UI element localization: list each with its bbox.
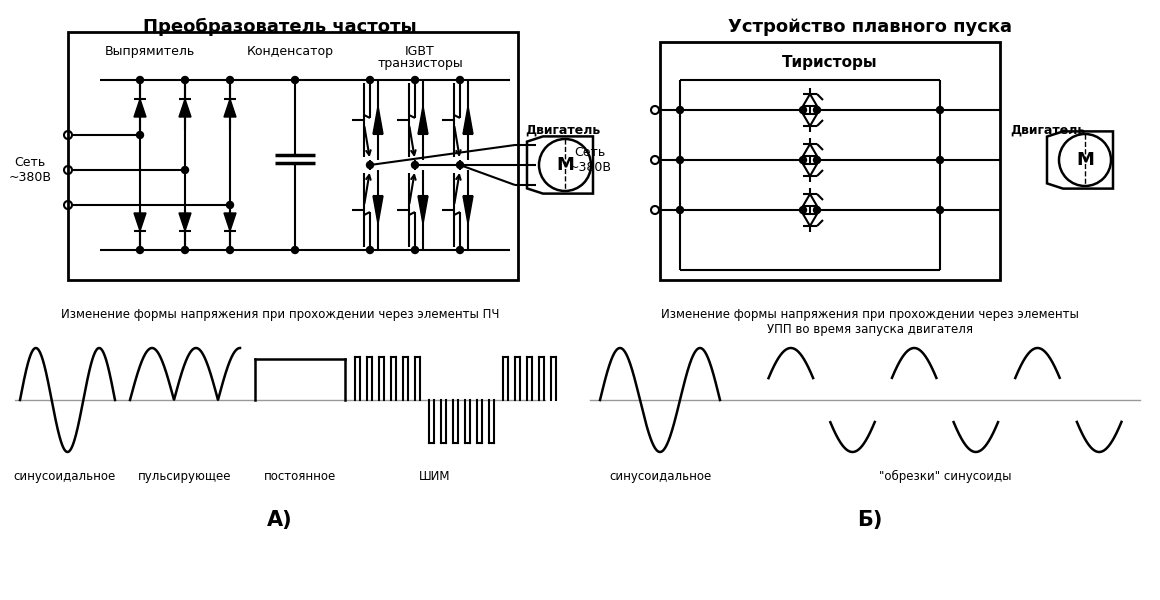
Circle shape: [137, 76, 144, 83]
Text: Конденсатор: Конденсатор: [246, 45, 334, 58]
Circle shape: [226, 202, 233, 208]
Text: транзисторы: транзисторы: [377, 57, 463, 70]
Text: Двигатель: Двигатель: [525, 124, 600, 136]
Circle shape: [412, 247, 419, 253]
Bar: [660, 42, 1000, 280]
Circle shape: [936, 157, 943, 163]
Circle shape: [137, 131, 144, 139]
Polygon shape: [463, 106, 473, 134]
Bar: [68, 32, 519, 280]
Text: "обрезки" синусоиды: "обрезки" синусоиды: [879, 470, 1012, 483]
Polygon shape: [135, 99, 146, 117]
Text: Изменение формы напряжения при прохождении через элементы
УПП во время запуска д: Изменение формы напряжения при прохожден…: [661, 308, 1079, 336]
Text: А): А): [267, 510, 292, 530]
Circle shape: [367, 247, 374, 253]
Circle shape: [813, 107, 820, 113]
Polygon shape: [374, 106, 383, 134]
Circle shape: [799, 206, 806, 214]
Polygon shape: [135, 213, 146, 231]
Polygon shape: [224, 99, 235, 117]
Circle shape: [412, 161, 419, 169]
Circle shape: [813, 157, 820, 163]
Text: IGBT: IGBT: [405, 45, 435, 58]
Circle shape: [181, 76, 188, 83]
Circle shape: [181, 166, 188, 173]
Text: Преобразователь частоты: Преобразователь частоты: [143, 18, 416, 36]
Polygon shape: [418, 106, 428, 134]
Text: Сеть
~380В: Сеть ~380В: [568, 146, 611, 174]
Polygon shape: [418, 196, 428, 224]
Text: Б): Б): [857, 510, 883, 530]
Circle shape: [676, 107, 683, 113]
Polygon shape: [1047, 131, 1112, 188]
Text: постоянное: постоянное: [263, 470, 336, 483]
Circle shape: [226, 247, 233, 253]
Circle shape: [539, 139, 590, 191]
Circle shape: [813, 206, 820, 214]
Circle shape: [1059, 134, 1111, 186]
Polygon shape: [179, 213, 191, 231]
Circle shape: [137, 247, 144, 253]
Polygon shape: [463, 196, 473, 224]
Polygon shape: [527, 136, 593, 194]
Circle shape: [291, 247, 298, 253]
Circle shape: [799, 107, 806, 113]
Circle shape: [676, 206, 683, 214]
Circle shape: [936, 206, 943, 214]
Polygon shape: [179, 99, 191, 117]
Text: Тиристоры: Тиристоры: [782, 55, 878, 70]
Polygon shape: [224, 213, 235, 231]
Circle shape: [367, 161, 374, 169]
Text: синусоидальное: синусоидальное: [609, 470, 711, 483]
Polygon shape: [374, 196, 383, 224]
Text: М: М: [556, 156, 574, 174]
Text: Изменение формы напряжения при прохождении через элементы ПЧ: Изменение формы напряжения при прохожден…: [60, 308, 499, 321]
Circle shape: [936, 107, 943, 113]
Circle shape: [799, 157, 806, 163]
Circle shape: [291, 76, 298, 83]
Circle shape: [181, 247, 188, 253]
Circle shape: [457, 161, 464, 169]
Text: Выпрямитель: Выпрямитель: [104, 45, 195, 58]
Text: Устройство плавного пуска: Устройство плавного пуска: [728, 18, 1012, 36]
Circle shape: [226, 76, 233, 83]
Text: пульсирующее: пульсирующее: [138, 470, 232, 483]
Text: ШИМ: ШИМ: [419, 470, 451, 483]
Text: М: М: [1076, 151, 1094, 169]
Circle shape: [412, 76, 419, 83]
Circle shape: [457, 76, 464, 83]
Circle shape: [676, 157, 683, 163]
Circle shape: [367, 76, 374, 83]
Circle shape: [457, 247, 464, 253]
Text: Сеть
~380В: Сеть ~380В: [8, 156, 51, 184]
Text: Двигатель: Двигатель: [1010, 124, 1086, 136]
Text: синусоидальное: синусоидальное: [14, 470, 116, 483]
